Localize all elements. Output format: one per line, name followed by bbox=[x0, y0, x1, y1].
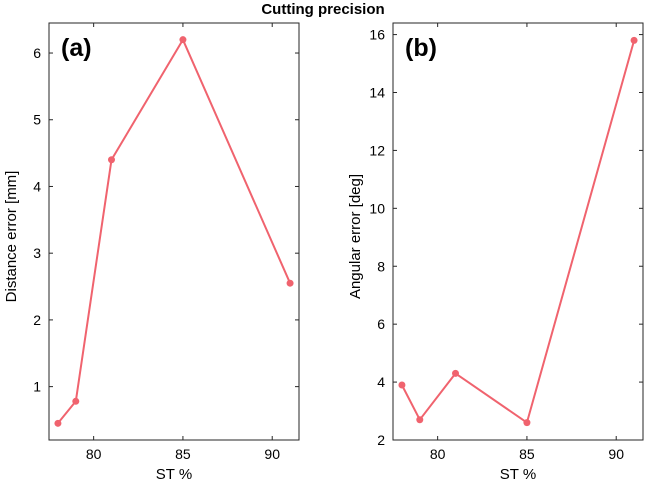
x-tick-label: 85 bbox=[519, 446, 535, 462]
y-tick-label: 12 bbox=[369, 142, 385, 158]
data-point bbox=[108, 156, 115, 164]
y-tick-label: 2 bbox=[377, 432, 385, 448]
y-tick-label: 5 bbox=[33, 112, 41, 128]
panel-a: 80 85 90 1 2 3 4 5 6 ST % Distance error [mm] (a) bbox=[3, 22, 300, 483]
axes-box-b bbox=[392, 22, 644, 441]
data-point bbox=[523, 419, 531, 427]
y-tick-label: 4 bbox=[33, 178, 41, 194]
data-point bbox=[54, 419, 62, 427]
x-tick-label: 80 bbox=[86, 446, 102, 462]
y-tick-label: 1 bbox=[33, 379, 41, 395]
panel-b: 80 85 90 2 4 6 8 10 12 14 16 ST % Angular error [deg… bbox=[347, 22, 644, 483]
y-tick-label: 16 bbox=[369, 27, 385, 43]
y-tick-label: 3 bbox=[33, 245, 41, 261]
y-tick-label: 6 bbox=[377, 316, 385, 332]
data-point bbox=[416, 416, 424, 424]
y-tick-label: 6 bbox=[33, 45, 41, 61]
figure-title: Cutting precision bbox=[261, 1, 384, 18]
y-tick-label: 4 bbox=[377, 374, 385, 390]
x-tick-label: 85 bbox=[175, 446, 191, 462]
panel-label: (b) bbox=[405, 34, 437, 62]
y-tick-label: 10 bbox=[369, 200, 385, 216]
series-line bbox=[57, 38, 292, 424]
x-tick-label: 90 bbox=[608, 446, 624, 462]
data-point bbox=[630, 36, 638, 44]
panel-label: (a) bbox=[61, 34, 92, 62]
series-line bbox=[401, 40, 636, 424]
data-point bbox=[398, 381, 406, 389]
data-point bbox=[72, 397, 80, 405]
y-axis-label: Angular error [deg] bbox=[347, 174, 364, 299]
y-axis-label: Distance error [mm] bbox=[3, 171, 20, 303]
data-point bbox=[452, 369, 459, 377]
data-point bbox=[286, 279, 294, 287]
axes-box-a bbox=[48, 22, 300, 441]
data-point bbox=[179, 36, 187, 44]
y-tick-label: 2 bbox=[33, 312, 41, 328]
x-tick-label: 90 bbox=[264, 446, 280, 462]
x-axis-label: ST % bbox=[156, 466, 192, 483]
y-tick-label: 8 bbox=[377, 258, 385, 274]
y-tick-label: 14 bbox=[369, 85, 385, 101]
x-tick-label: 80 bbox=[430, 446, 446, 462]
x-axis-label: ST % bbox=[500, 466, 536, 483]
